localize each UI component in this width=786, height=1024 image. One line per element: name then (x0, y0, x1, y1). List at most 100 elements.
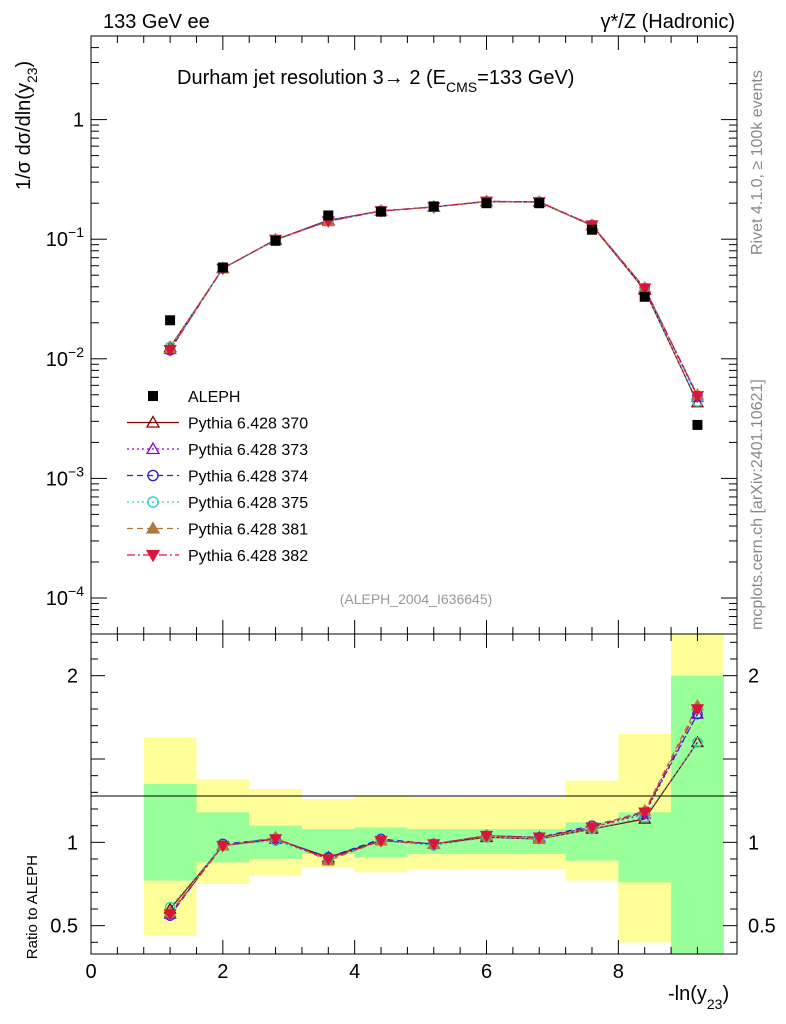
ytick-label-exp: −1 (68, 224, 84, 240)
main-title: Durham jet resolution 3→ 2 (ECMS=133 GeV… (177, 67, 574, 95)
ratio-xtick-label: 0 (85, 961, 96, 983)
legend-marker (145, 549, 161, 563)
ratio-tick-labels: 0 2 4 6 8 0.5 0.5 1 1 2 2 (50, 666, 776, 983)
ratio-series-line (169, 741, 698, 908)
data-point (217, 262, 228, 273)
ratio-series-marker (163, 909, 177, 921)
title-main: Durham jet resolution 3 (177, 67, 384, 89)
series-marker (163, 344, 177, 357)
ratio-xtick-label: 4 (349, 961, 360, 983)
main-ytick-label: 10−3 (46, 463, 84, 490)
legend-entry: Pythia 6.428 375 (127, 495, 308, 512)
ratio-xtick-label: 8 (613, 961, 624, 983)
series-marker (690, 391, 705, 403)
main-ylabel: 1/σ dσ/dln(y23) (13, 61, 40, 190)
ratio-panel: 0 2 4 6 8 0.5 0.5 1 1 2 2 Ratio to ALEPH -ln(y23) (24, 633, 776, 1012)
ratio-series-marker (690, 704, 705, 716)
legend-entry: ALEPH (148, 389, 240, 406)
data-point (428, 201, 439, 212)
ratio-ytick-label-right: 0.5 (748, 916, 776, 938)
ratio-band-inner (618, 812, 672, 883)
mcplots-label: mcplots.cern.ch [arXiv:2401.10621] (749, 379, 766, 630)
ratio-xtick-label: 6 (481, 961, 492, 983)
ratio-ytick-label-left: 2 (67, 666, 78, 688)
ytick-label-exp: −2 (68, 344, 84, 360)
data-point (376, 206, 387, 217)
ytick-label-exp: −3 (68, 463, 84, 479)
ratio-series-marker (427, 839, 441, 851)
main-ytick-label: 10−2 (46, 344, 84, 371)
xlabel-tail: ) (722, 983, 729, 1005)
ylabel-sub: 23 (24, 67, 40, 83)
data-markers (165, 198, 703, 430)
legend-label: Pythia 6.428 381 (188, 522, 308, 539)
ratio-series-marker (268, 834, 283, 846)
ratio-plot-frame (90, 633, 738, 955)
legend-entry: Pythia 6.428 374 (127, 469, 308, 486)
legend-entry: Pythia 6.428 370 (127, 415, 308, 433)
legend-marker (147, 496, 159, 508)
main-lines (169, 200, 698, 403)
ytick-label-base: 10 (46, 588, 68, 610)
ytick-label-base: 10 (46, 349, 68, 371)
ratio-series-marker (479, 830, 494, 843)
ratio-series-marker (638, 807, 652, 820)
ylabel-main: 1/σ dσ/dln(y (13, 83, 35, 190)
ratio-ytick-label-left: 0.5 (50, 916, 78, 938)
series-marker (638, 283, 652, 295)
data-point (323, 210, 334, 221)
main-ytick-label: 10−4 (46, 583, 84, 610)
ratio-band-inner (196, 812, 250, 863)
xlabel-sub: 23 (707, 996, 723, 1012)
main-ytick-labels: 110−110−210−310−4 (46, 110, 84, 610)
series-line (169, 201, 698, 403)
legend-marker (145, 415, 161, 428)
ratio-ytick-label-right: 1 (748, 832, 759, 854)
data-point (692, 419, 703, 430)
data-point (165, 315, 176, 326)
ratio-series-marker (374, 835, 388, 848)
legend-marker (145, 521, 161, 534)
legend-label: Pythia 6.428 373 (188, 442, 308, 459)
legend-label: Pythia 6.428 382 (188, 548, 308, 565)
series-line (169, 200, 698, 398)
legend-entry: Pythia 6.428 381 (127, 521, 308, 539)
ratio-series-marker (585, 822, 599, 835)
data-point (639, 291, 650, 302)
legend-marker (147, 469, 159, 482)
series-line (169, 200, 698, 397)
ratio-band-inner (301, 829, 355, 854)
data-point (270, 235, 281, 246)
header-left: 133 GeV ee (103, 11, 210, 33)
data-point (481, 198, 492, 209)
main-ytick-label: 10−1 (46, 224, 84, 251)
series-line (169, 200, 698, 397)
title-sub: CMS (446, 79, 477, 95)
ytick-label-base: 1 (73, 110, 84, 132)
header-right: γ*/Z (Hadronic) (601, 11, 735, 33)
ratio-ticks (90, 634, 737, 954)
ratio-xtick-label: 2 (217, 961, 228, 983)
main-plot-frame (90, 35, 738, 635)
legend-label: Pythia 6.428 374 (188, 469, 308, 486)
ytick-label-base: 10 (46, 229, 68, 251)
legend-label: ALEPH (188, 389, 240, 406)
analysis-label: (ALEPH_2004_I636645) (340, 591, 493, 607)
ratio-series-marker (692, 737, 703, 748)
ratio-xlabel: -ln(y23) (668, 983, 729, 1012)
ratio-band-inner (671, 675, 724, 954)
series-line (169, 200, 698, 402)
rivet-label: Rivet 4.1.0, ≥ 100k events (749, 70, 766, 255)
ratio-series-marker (321, 854, 335, 866)
series-line (169, 200, 698, 396)
title-arrow: → (384, 67, 404, 89)
ratio-bands (143, 634, 724, 954)
ratio-ytick-label-right: 2 (748, 666, 759, 688)
legend-entry: Pythia 6.428 373 (127, 441, 308, 459)
main-ticks (90, 35, 737, 635)
legend-label: Pythia 6.428 370 (188, 416, 308, 433)
ratio-ytick-label-left: 1 (67, 832, 78, 854)
legend: ALEPH Pythia 6.428 370 Pythia 6.428 373 Pyt… (127, 389, 308, 565)
ratio-band-inner (143, 784, 197, 881)
